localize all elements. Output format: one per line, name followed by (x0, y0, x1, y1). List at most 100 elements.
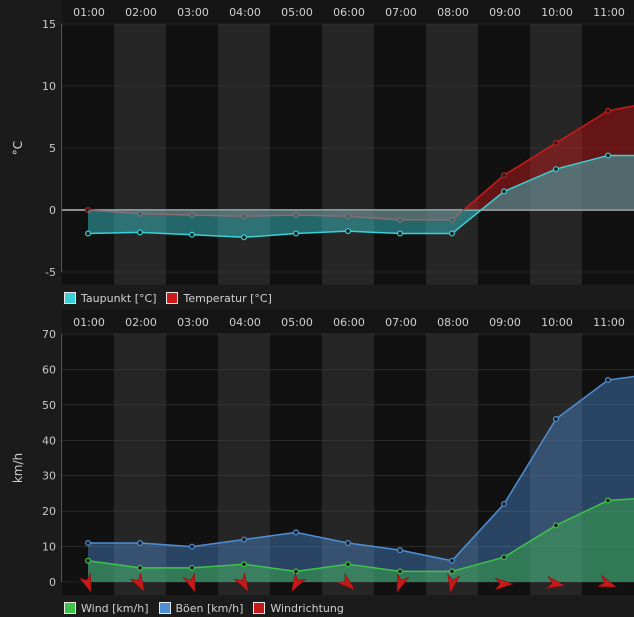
series-area (88, 376, 634, 582)
hour-band (374, 24, 426, 285)
hour-band (62, 24, 114, 285)
y-axis-label: km/h (11, 453, 25, 483)
series-point (552, 522, 559, 529)
legend-item[interactable]: Böen [km/h] (158, 601, 244, 615)
y-tick-label: 50 (42, 399, 56, 412)
hour-band (114, 24, 166, 285)
wind-direction-arrow (78, 572, 92, 594)
series-point (552, 166, 559, 173)
hour-band (166, 24, 218, 285)
x-tick-label: 01:00 (73, 316, 105, 329)
series-point (604, 377, 611, 384)
hour-band (218, 334, 270, 595)
wind-direction-arrow (545, 575, 566, 589)
legend-item[interactable]: Wind [km/h] (64, 602, 149, 615)
y-tick-label: 20 (42, 505, 56, 518)
series-point (345, 561, 352, 568)
x-tick-label: 08:00 (437, 316, 469, 329)
legend-label: Böen [km/h] (175, 601, 244, 615)
legend-label: Temperatur [°C] (183, 291, 272, 305)
series-point (501, 172, 508, 179)
y-tick-label: 5 (49, 142, 56, 155)
series-point (137, 229, 144, 236)
wind-direction-arrow (447, 573, 461, 594)
series-point (189, 564, 196, 571)
wind-direction-arrow (336, 572, 356, 591)
series-point (189, 543, 196, 550)
x-tick-label: 04:00 (229, 6, 261, 19)
wind-direction-arrow (129, 572, 145, 593)
temperature-chart: -5 0 5 10 15 °C 01:00 02:00 03:00 04:00 05:00 06:00… (11, 0, 634, 285)
legend-label: Taupunkt [°C] (81, 291, 157, 305)
series-point (397, 568, 404, 575)
series-point (84, 540, 91, 547)
series-point (84, 230, 91, 237)
series-point (345, 540, 352, 547)
wind-direction-arrow (494, 577, 514, 591)
x-tick-label: 11:00 (593, 316, 625, 329)
series-point (449, 216, 456, 223)
y-axis-label: °C (11, 141, 25, 155)
wind-chart: 0 10 20 30 40 50 60 70 km/h 01:00 02:00 03:00 04:00 0… (11, 310, 634, 595)
hour-band (322, 24, 374, 285)
series-point (137, 540, 144, 547)
series-line (87, 497, 634, 573)
legend-swatch (64, 602, 76, 614)
x-tick-label: 01:00 (73, 6, 105, 19)
x-tick-label: 10:00 (541, 6, 573, 19)
hour-band (166, 334, 218, 595)
series-point (241, 561, 248, 568)
hour-band (270, 24, 322, 285)
series-point (293, 211, 300, 218)
legend-item[interactable]: Windrichtung (253, 601, 344, 615)
legend-item[interactable]: Temperatur [°C] (166, 291, 272, 305)
series-line (87, 154, 634, 239)
series-point (449, 568, 456, 575)
temperature-legend: Taupunkt [°C] Temperatur [°C] (64, 289, 272, 307)
hour-band (114, 334, 166, 595)
series-point (137, 564, 144, 571)
x-tick-label: 06:00 (333, 6, 365, 19)
series-area (88, 155, 634, 238)
legend-item[interactable]: Taupunkt [°C] (64, 292, 156, 305)
x-tick-label: 07:00 (385, 316, 417, 329)
series-point (189, 231, 196, 238)
hour-band (426, 24, 478, 285)
series-point (241, 213, 248, 220)
y-tick-label: 70 (42, 328, 56, 341)
x-tick-label: 09:00 (489, 316, 521, 329)
y-tick-label: 15 (42, 18, 56, 31)
y-tick-label: 30 (42, 470, 56, 483)
hour-band (62, 334, 114, 595)
y-tick-label: 0 (49, 204, 56, 217)
series-area (88, 498, 634, 582)
series-point (241, 536, 248, 543)
y-tick-label: 40 (42, 434, 56, 447)
series-point (84, 207, 91, 214)
wind-legend: Wind [km/h] Böen [km/h] Windrichtung (64, 599, 344, 617)
legend-swatch (253, 602, 266, 614)
series-point (449, 557, 456, 564)
wind-direction-arrow (182, 572, 196, 594)
series-point (397, 230, 404, 237)
series-point (345, 213, 352, 220)
time-header (62, 0, 634, 24)
hour-band (270, 334, 322, 595)
series-point (552, 140, 559, 147)
series-point (137, 210, 144, 217)
series-point (293, 230, 300, 237)
x-tick-label: 04:00 (229, 316, 261, 329)
wind-direction-arrow (233, 572, 249, 593)
legend-label: Windrichtung (270, 601, 344, 615)
y-tick-label: 10 (42, 541, 56, 554)
series-point (293, 568, 300, 575)
time-header (62, 310, 634, 334)
x-tick-label: 03:00 (177, 6, 209, 19)
series-point (604, 107, 611, 114)
plot-area (78, 375, 634, 594)
x-tick-label: 06:00 (333, 316, 365, 329)
series-point (604, 497, 611, 504)
series-line (87, 105, 634, 221)
y-tick-label: 0 (49, 576, 56, 589)
